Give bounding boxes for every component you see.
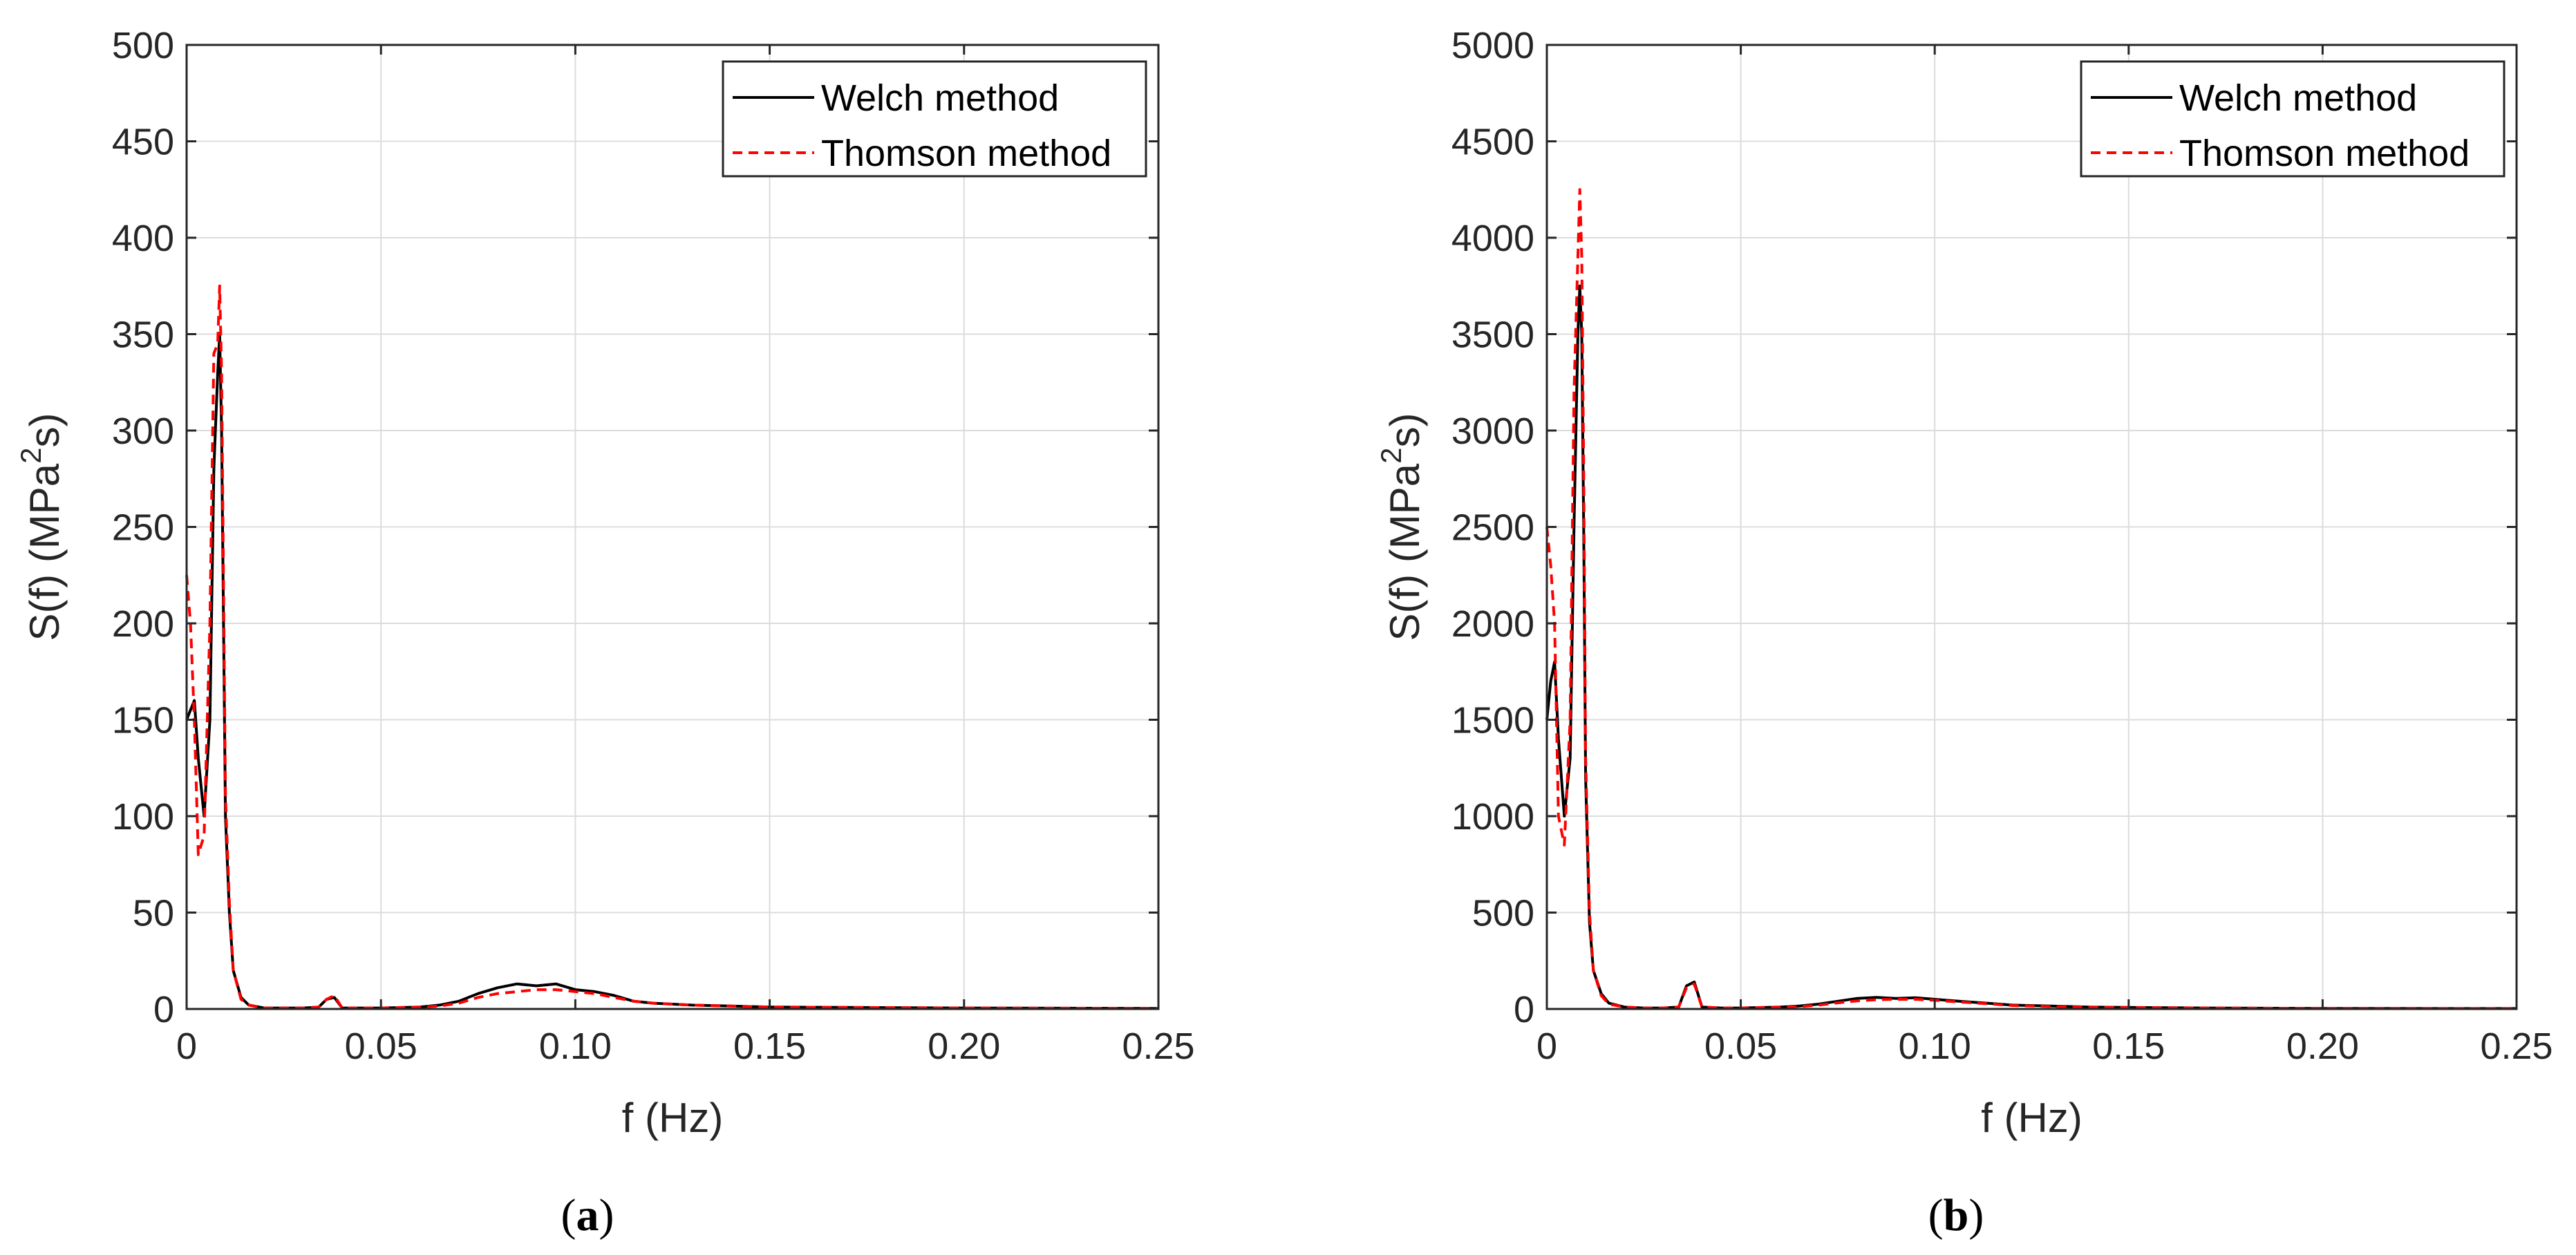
- x-tick-label: 0.05: [345, 1026, 417, 1067]
- y-axis-label-suffix: s): [1382, 413, 1428, 447]
- x-tick-label: 0.10: [539, 1026, 612, 1067]
- y-tick-label: 4000: [1451, 218, 1534, 259]
- y-axis-label: S(f) (MPa2s): [15, 413, 68, 641]
- x-tick-label: 0: [176, 1026, 197, 1067]
- caption-letter: a: [576, 1190, 599, 1240]
- legend-label-welch: Welch method: [2179, 77, 2417, 119]
- y-tick-label: 50: [133, 893, 174, 934]
- y-tick-label: 3500: [1451, 314, 1534, 356]
- y-tick-label: 100: [112, 796, 174, 838]
- panel-caption: (b): [1928, 1190, 1984, 1240]
- caption-open-paren: (: [1928, 1190, 1944, 1240]
- x-tick-label: 0.15: [733, 1026, 806, 1067]
- y-tick-label: 3000: [1451, 411, 1534, 452]
- y-tick-label: 4500: [1451, 122, 1534, 163]
- y-tick-label: 400: [112, 218, 174, 259]
- y-tick-label: 250: [112, 507, 174, 549]
- y-axis-label-suffix: s): [21, 413, 68, 447]
- caption-letter: b: [1944, 1190, 1969, 1240]
- y-tick-label: 1500: [1451, 700, 1534, 742]
- y-tick-label: 300: [112, 411, 174, 452]
- legend-box: [2080, 60, 2506, 178]
- panel-caption: (a): [561, 1190, 614, 1240]
- x-tick-label: 0.25: [1122, 1026, 1194, 1067]
- y-tick-label: 150: [112, 700, 174, 742]
- y-tick-label: 0: [153, 989, 174, 1030]
- y-axis-label-main: S(f) (MPa: [1382, 463, 1428, 641]
- y-axis-label: S(f) (MPa2s): [1375, 413, 1428, 641]
- y-tick-label: 2500: [1451, 507, 1534, 549]
- y-tick-label: 2000: [1451, 603, 1534, 645]
- x-axis-label: f (Hz): [622, 1095, 724, 1141]
- y-tick-label: 200: [112, 603, 174, 645]
- legend-label-thomson: Thomson method: [821, 133, 1111, 174]
- y-tick-label: 500: [1472, 893, 1534, 934]
- x-tick-label: 0.25: [2480, 1026, 2553, 1067]
- caption-open-paren: (: [561, 1190, 576, 1240]
- y-tick-label: 350: [112, 314, 174, 356]
- legend-label-thomson: Thomson method: [2179, 133, 2470, 174]
- x-tick-label: 0.05: [1704, 1026, 1777, 1067]
- y-tick-label: 1000: [1451, 796, 1534, 838]
- y-axis-label-main: S(f) (MPa: [21, 463, 68, 641]
- y-axis-label-superscript: 2: [15, 447, 47, 463]
- x-tick-label: 0.20: [2286, 1026, 2359, 1067]
- chart-panel-a: 0 0.05 0.10 0.15 0.20 0.25 0 50 100 150 200 250 300 3…: [15, 25, 1195, 1240]
- y-tick-label: 0: [1514, 989, 1534, 1030]
- x-tick-label: 0.10: [1899, 1026, 1971, 1067]
- x-tick-label: 0: [1536, 1026, 1557, 1067]
- y-axis-label-superscript: 2: [1375, 447, 1407, 463]
- legend-box: [722, 60, 1147, 178]
- y-tick-label: 5000: [1451, 25, 1534, 66]
- legend-label-welch: Welch method: [821, 77, 1059, 119]
- y-tick-label: 450: [112, 122, 174, 163]
- x-tick-label: 0.15: [2092, 1026, 2165, 1067]
- caption-close-paren: ): [599, 1190, 614, 1240]
- x-axis-label: f (Hz): [1981, 1095, 2083, 1141]
- chart-panel-b: 0 0.05 0.10 0.15 0.20 0.250500100015002000250…: [1375, 25, 2553, 1240]
- series-line-welch: [1545, 284, 2517, 1010]
- caption-close-paren: ): [1968, 1190, 1984, 1240]
- x-tick-label: 0.20: [928, 1026, 1000, 1067]
- series-line-thomson: [185, 284, 1159, 1010]
- y-tick-label: 500: [112, 25, 174, 66]
